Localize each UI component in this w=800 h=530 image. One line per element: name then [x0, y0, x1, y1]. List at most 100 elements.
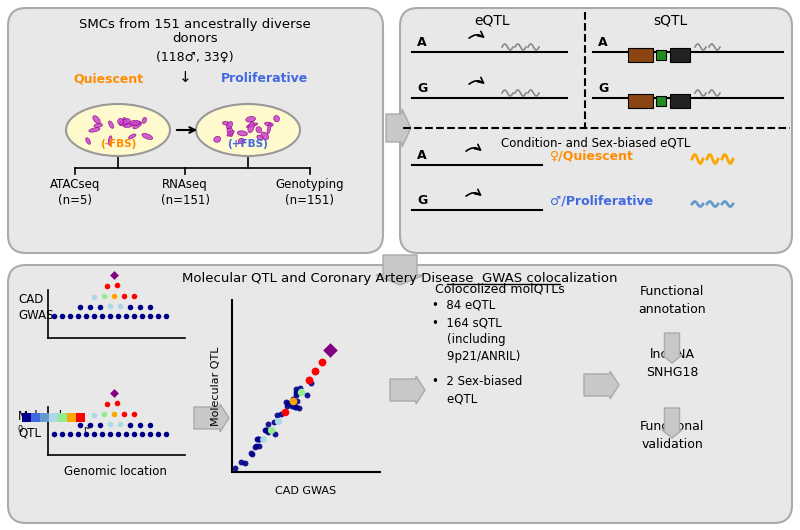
FancyBboxPatch shape — [670, 94, 690, 108]
Ellipse shape — [238, 131, 247, 136]
Point — [56, 312, 68, 320]
Text: Colocolized molQTLs: Colocolized molQTLs — [435, 282, 565, 295]
Point — [110, 281, 123, 289]
Ellipse shape — [238, 138, 245, 144]
Text: G: G — [598, 82, 608, 95]
Point — [88, 411, 101, 419]
Point — [234, 457, 247, 466]
Point — [104, 420, 117, 428]
Ellipse shape — [267, 123, 271, 134]
FancyBboxPatch shape — [670, 48, 690, 62]
Point — [315, 358, 328, 366]
Point — [262, 428, 275, 436]
Point — [259, 426, 272, 434]
Point — [107, 410, 121, 418]
Text: •  2 Sex-biased
    eQTL: • 2 Sex-biased eQTL — [432, 375, 522, 405]
Point — [80, 312, 92, 320]
Ellipse shape — [123, 123, 133, 127]
Text: ♂/Proliferative: ♂/Proliferative — [550, 194, 653, 207]
Ellipse shape — [122, 118, 127, 126]
FancyBboxPatch shape — [628, 48, 653, 62]
Text: Molecular QTL: Molecular QTL — [211, 346, 221, 426]
Point — [144, 430, 157, 438]
Ellipse shape — [256, 127, 262, 132]
Point — [114, 302, 126, 310]
Ellipse shape — [227, 130, 234, 136]
Point — [134, 303, 146, 311]
Point — [239, 458, 252, 467]
Text: r²: r² — [83, 425, 90, 434]
Point — [48, 430, 61, 438]
Point — [251, 435, 264, 443]
Bar — [76, 413, 85, 422]
FancyBboxPatch shape — [628, 94, 653, 108]
FancyBboxPatch shape — [8, 265, 792, 523]
Point — [96, 312, 109, 320]
Point — [80, 430, 92, 438]
Point — [287, 397, 300, 405]
Ellipse shape — [248, 121, 254, 132]
Bar — [67, 413, 76, 422]
Point — [144, 303, 157, 311]
Text: Genomic location: Genomic location — [63, 465, 166, 478]
Text: Quiescent: Quiescent — [73, 72, 143, 85]
Point — [135, 430, 149, 438]
Text: G: G — [417, 194, 427, 207]
Ellipse shape — [119, 119, 130, 126]
Text: Genotyping
(n=151): Genotyping (n=151) — [276, 178, 344, 207]
Point — [128, 292, 141, 300]
Ellipse shape — [196, 104, 300, 156]
Bar — [40, 413, 49, 422]
Text: A: A — [417, 149, 426, 162]
Point — [229, 464, 242, 472]
Point — [281, 402, 294, 410]
Text: Molecular
QTL: Molecular QTL — [18, 410, 75, 439]
Point — [118, 292, 130, 300]
Point — [123, 303, 136, 311]
Ellipse shape — [129, 134, 136, 139]
Point — [301, 391, 314, 399]
Point — [286, 400, 299, 408]
Ellipse shape — [265, 122, 274, 126]
Text: sQTL: sQTL — [653, 14, 687, 28]
Point — [152, 430, 165, 438]
Point — [96, 430, 109, 438]
FancyArrow shape — [584, 371, 619, 399]
FancyBboxPatch shape — [400, 8, 792, 253]
FancyBboxPatch shape — [8, 8, 383, 253]
Text: SMCs from 151 ancestrally diverse: SMCs from 151 ancestrally diverse — [79, 18, 311, 31]
Point — [152, 312, 165, 320]
Text: A: A — [598, 36, 608, 49]
Point — [259, 425, 272, 434]
Text: Functional
validation: Functional validation — [640, 420, 704, 451]
Point — [110, 399, 123, 407]
Point — [98, 410, 110, 418]
Ellipse shape — [214, 136, 221, 142]
Point — [114, 420, 126, 428]
Text: A: A — [417, 36, 426, 49]
Ellipse shape — [66, 104, 170, 156]
Text: lncRNA
SNHG18: lncRNA SNHG18 — [646, 348, 698, 379]
FancyArrow shape — [662, 408, 682, 438]
Point — [279, 408, 292, 416]
Text: Molecular QTL and Coronary Artery Disease  GWAS colocalization: Molecular QTL and Coronary Artery Diseas… — [182, 272, 618, 285]
Point — [56, 430, 68, 438]
Ellipse shape — [222, 121, 229, 125]
FancyBboxPatch shape — [656, 50, 666, 60]
Text: (-FBS): (-FBS) — [100, 139, 136, 149]
Point — [111, 312, 125, 320]
Point — [64, 312, 77, 320]
FancyArrow shape — [376, 255, 424, 285]
Point — [160, 312, 173, 320]
Point — [72, 430, 85, 438]
Point — [252, 435, 265, 444]
Point — [104, 312, 117, 320]
Point — [107, 389, 121, 398]
Ellipse shape — [274, 116, 279, 122]
Ellipse shape — [133, 122, 142, 129]
Text: ATACseq
(n=5): ATACseq (n=5) — [50, 178, 100, 207]
Point — [88, 430, 101, 438]
Point — [88, 293, 101, 301]
Point — [104, 302, 117, 310]
Ellipse shape — [118, 118, 124, 125]
